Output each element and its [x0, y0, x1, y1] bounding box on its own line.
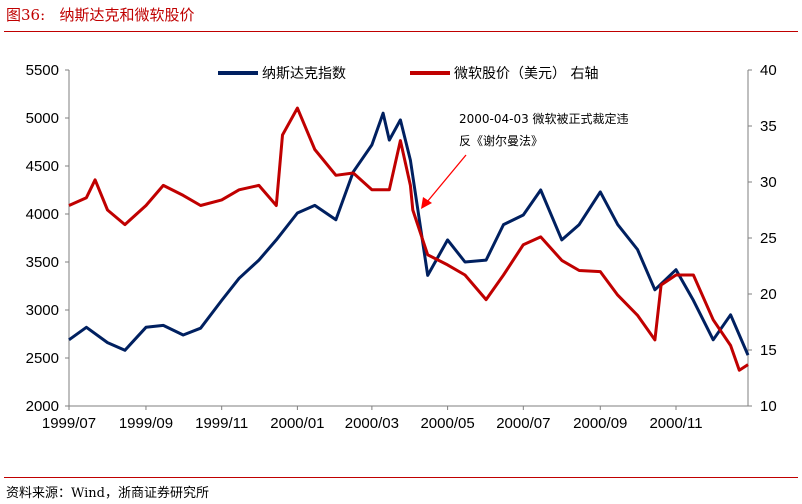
- title-divider: [4, 31, 798, 32]
- y-tick-label: 5000: [26, 110, 59, 127]
- footer-divider: [4, 477, 798, 478]
- annotation-line-2: 反《谢尔曼法》: [459, 133, 543, 148]
- msft-price-line: [68, 106, 749, 372]
- legend-label-nasdaq: 纳斯达克指数: [262, 66, 346, 82]
- y2-tick-label: 20: [760, 286, 777, 303]
- y-tick-label: 3000: [26, 302, 59, 319]
- legend: 纳斯达克指数 微软股价（美元） 右轴: [218, 66, 598, 82]
- x-tick-label: 1999/07: [42, 415, 96, 432]
- y2-tick-label: 35: [760, 118, 777, 135]
- x-tick-label: 2000/09: [573, 415, 627, 432]
- y2-tick-label: 25: [760, 230, 777, 247]
- y2-tick-label: 10: [760, 398, 777, 415]
- x-tick-label: 1999/09: [119, 415, 173, 432]
- annotation: 2000-04-03 微软被正式裁定违 反《谢尔曼法》: [421, 111, 629, 209]
- annotation-line-1: 2000-04-03 微软被正式裁定违: [459, 111, 629, 126]
- annotation-arrow: [426, 154, 467, 203]
- nasdaq-index-line: [68, 111, 750, 356]
- y2-tick-label: 15: [760, 342, 777, 359]
- figure-title: 图36: 纳斯达克和微软股价: [6, 6, 195, 24]
- x-tick-label: 2000/03: [345, 415, 399, 432]
- x-tick-label: 2000/11: [649, 415, 702, 432]
- source-note: 资料来源：Wind，浙商证券研究所: [6, 486, 209, 501]
- x-tick-label: 1999/11: [195, 415, 248, 432]
- x-tick-label: 2000/05: [420, 415, 474, 432]
- series-group: [68, 106, 750, 372]
- y-tick-label: 5500: [26, 62, 59, 79]
- x-tick-label: 2000/01: [270, 415, 324, 432]
- x-tick-label: 2000/07: [496, 415, 550, 432]
- axes: 2000 2500 3000 3500 4000 4500 5000 5500 10 15 20 25…: [26, 62, 777, 432]
- y-tick-label: 2500: [26, 350, 59, 367]
- annotation-arrowhead: [421, 197, 432, 209]
- y2-tick-label: 40: [760, 62, 777, 79]
- y2-tick-label: 30: [760, 174, 777, 191]
- y-tick-label: 3500: [26, 254, 59, 271]
- y-tick-label: 2000: [26, 398, 59, 415]
- y-tick-label: 4500: [26, 158, 59, 175]
- legend-label-msft: 微软股价（美元） 右轴: [454, 66, 598, 82]
- y-tick-label: 4000: [26, 206, 59, 223]
